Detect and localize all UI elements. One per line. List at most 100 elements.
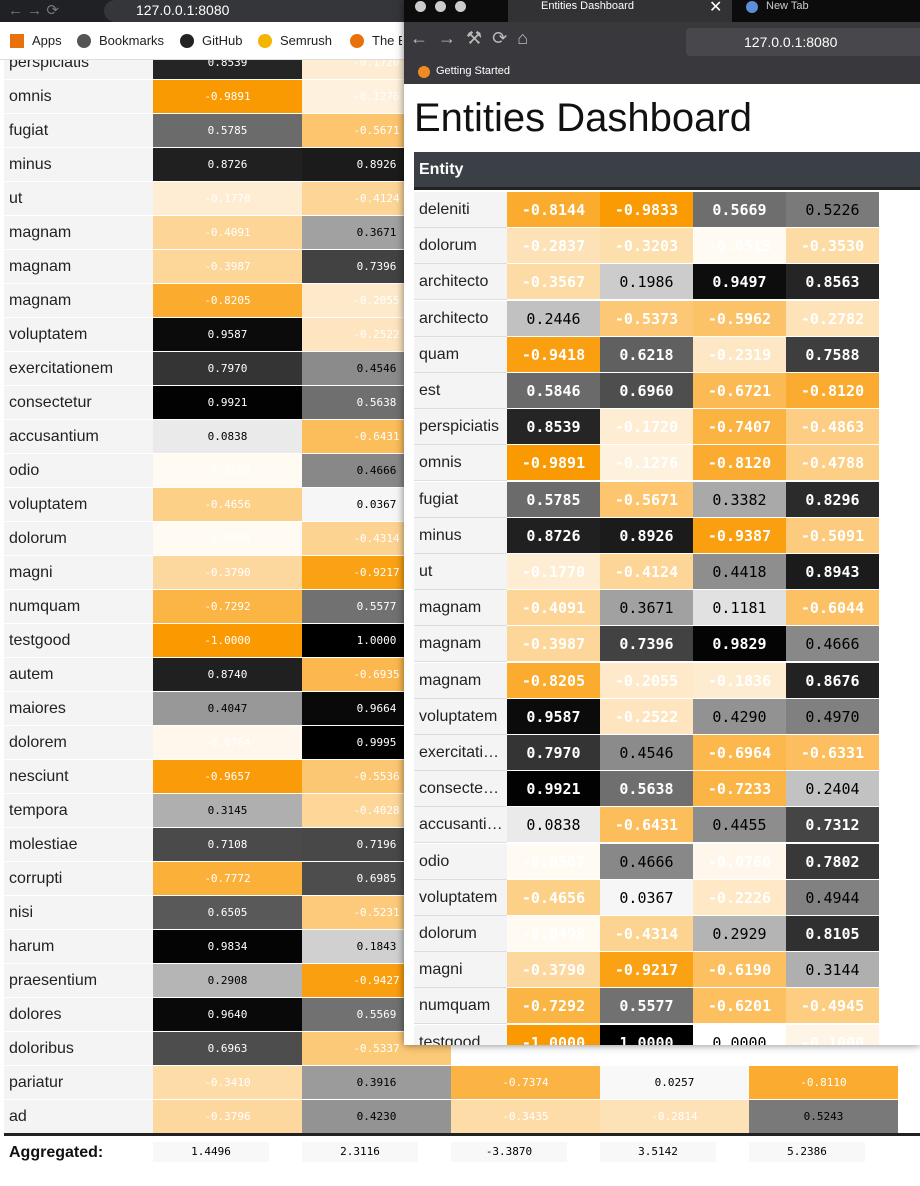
value-cell: -0.7292 xyxy=(507,988,600,1025)
row-name: corrupti xyxy=(4,862,153,896)
row-name: numquam xyxy=(4,590,153,624)
value-cell: 0.7396 xyxy=(600,626,693,663)
tab-title[interactable]: New Tab xyxy=(766,0,809,12)
value-cell: -0.9833 xyxy=(600,192,693,228)
row-name: odio xyxy=(4,454,153,488)
window-control[interactable] xyxy=(415,1,426,12)
value-cell: 0.7108 xyxy=(153,828,302,862)
value-cell: -0.3410 xyxy=(153,1066,302,1100)
row-name: magnam xyxy=(414,590,507,627)
row-name: voluptatem xyxy=(414,879,507,916)
row-name: accusanti… xyxy=(414,807,507,844)
value-cell: -0.6331 xyxy=(786,735,879,771)
value-cell: -0.4091 xyxy=(507,590,600,627)
aggregate-value: 2.3116 xyxy=(302,1142,418,1162)
aggregate-value: 3.5142 xyxy=(600,1142,716,1162)
row-name: maiores xyxy=(4,692,153,726)
value-cell: -0.2837 xyxy=(507,228,600,265)
value-cell: -0.6190 xyxy=(693,952,786,989)
row-name: accusantium xyxy=(4,420,153,454)
footer-rule xyxy=(4,1133,920,1136)
value-cell: -0.9657 xyxy=(153,760,302,794)
bookmark[interactable]: Getting Started xyxy=(436,65,510,77)
value-cell: -0.3790 xyxy=(153,556,302,590)
bookmark[interactable]: Semrush xyxy=(280,33,333,48)
tab-close[interactable]: ✕ xyxy=(709,0,723,15)
row-name: magnam xyxy=(414,626,507,663)
aggregate-value: 5.2386 xyxy=(749,1142,865,1162)
header-cell: Entity xyxy=(419,161,464,178)
value-cell: -0.6431 xyxy=(600,807,693,844)
value-cell: -0.0507 xyxy=(507,843,600,880)
value-cell: 0.6960 xyxy=(600,373,693,409)
row-name: nisi xyxy=(4,896,153,930)
value-cell: -0.0513 xyxy=(693,228,786,265)
value-cell: 0.4455 xyxy=(693,807,786,844)
value-cell: 0.5638 xyxy=(600,771,693,808)
footer-label: Aggregated: xyxy=(9,1144,104,1161)
bookmark[interactable]: Bookmarks xyxy=(99,33,165,48)
value-cell: -0.4945 xyxy=(786,988,879,1025)
value-cell: 0.9921 xyxy=(153,386,302,420)
value-cell: -0.6721 xyxy=(693,373,786,409)
value-cell: -0.2319 xyxy=(693,336,786,373)
value-cell: -0.4788 xyxy=(786,445,879,482)
value-cell: 0.1181 xyxy=(693,590,786,627)
value-cell: -0.1000 xyxy=(786,1024,879,1045)
nav-buttons[interactable]: ←→⚒⟳⌂ xyxy=(410,28,539,48)
row-name: magnam xyxy=(4,216,153,250)
value-cell: 0.4290 xyxy=(693,698,786,735)
value-cell: -0.2226 xyxy=(693,879,786,916)
row-name: est xyxy=(414,373,507,409)
bookmark[interactable]: The E xyxy=(372,33,402,48)
value-cell: 0.0838 xyxy=(507,807,600,844)
value-cell: 0.5669 xyxy=(693,192,786,228)
address-bar[interactable]: 127.0.0.1:8080 xyxy=(686,28,920,56)
page-title: Entities Dashboard xyxy=(414,96,752,140)
row-name: magni xyxy=(4,556,153,590)
nav-buttons[interactable]: ← → ⟳ xyxy=(8,2,59,19)
value-cell: -0.3987 xyxy=(507,626,600,663)
value-cell: -0.4314 xyxy=(600,916,693,952)
row-name: magni xyxy=(414,952,507,989)
value-cell: 0.3145 xyxy=(153,794,302,828)
bookmark-icon xyxy=(10,34,24,48)
bookmark-icon xyxy=(180,34,194,48)
row-name: voluptatem xyxy=(414,698,507,735)
row-name: magnam xyxy=(4,284,153,318)
address-bar[interactable]: 127.0.0.1:8080 xyxy=(104,0,404,22)
row-name: magnam xyxy=(414,662,507,699)
row-name: molestiae xyxy=(4,828,153,862)
bookmarks-bar xyxy=(0,22,404,60)
value-cell: 0.1986 xyxy=(600,264,693,301)
value-cell: -0.7407 xyxy=(693,409,786,446)
value-cell: -1.0000 xyxy=(153,624,302,658)
table-header xyxy=(414,152,920,190)
tab-title[interactable]: Entities Dashboard xyxy=(541,0,634,12)
value-cell: -0.4124 xyxy=(600,554,693,590)
value-cell: -0.4091 xyxy=(153,216,302,250)
row-name: perspiciatis xyxy=(4,60,153,80)
row-name: exercitationem xyxy=(4,352,153,386)
value-cell: -0.6201 xyxy=(693,988,786,1025)
window-control[interactable] xyxy=(435,1,446,12)
row-name: nesciunt xyxy=(4,760,153,794)
value-cell: -0.2522 xyxy=(600,698,693,735)
value-cell: -0.0498 xyxy=(507,916,600,952)
bookmark[interactable]: GitHub xyxy=(202,33,243,48)
value-cell: 0.8726 xyxy=(153,148,302,182)
value-cell: 0.8296 xyxy=(786,481,879,518)
value-cell: -0.3203 xyxy=(600,228,693,265)
value-cell: -0.1770 xyxy=(153,182,302,216)
value-cell: -0.7374 xyxy=(451,1066,600,1100)
bookmark[interactable]: Apps xyxy=(32,33,62,48)
value-cell: 0.9829 xyxy=(693,626,786,663)
value-cell: -0.2782 xyxy=(786,300,879,337)
value-cell: 0.7970 xyxy=(507,735,600,771)
value-cell: -0.9891 xyxy=(507,445,600,482)
row-name: voluptatem xyxy=(4,318,153,352)
value-cell: 0.8726 xyxy=(507,517,600,554)
value-cell: 0.2404 xyxy=(786,771,879,808)
window-control[interactable] xyxy=(455,1,466,12)
value-cell: 0.9640 xyxy=(153,998,302,1032)
